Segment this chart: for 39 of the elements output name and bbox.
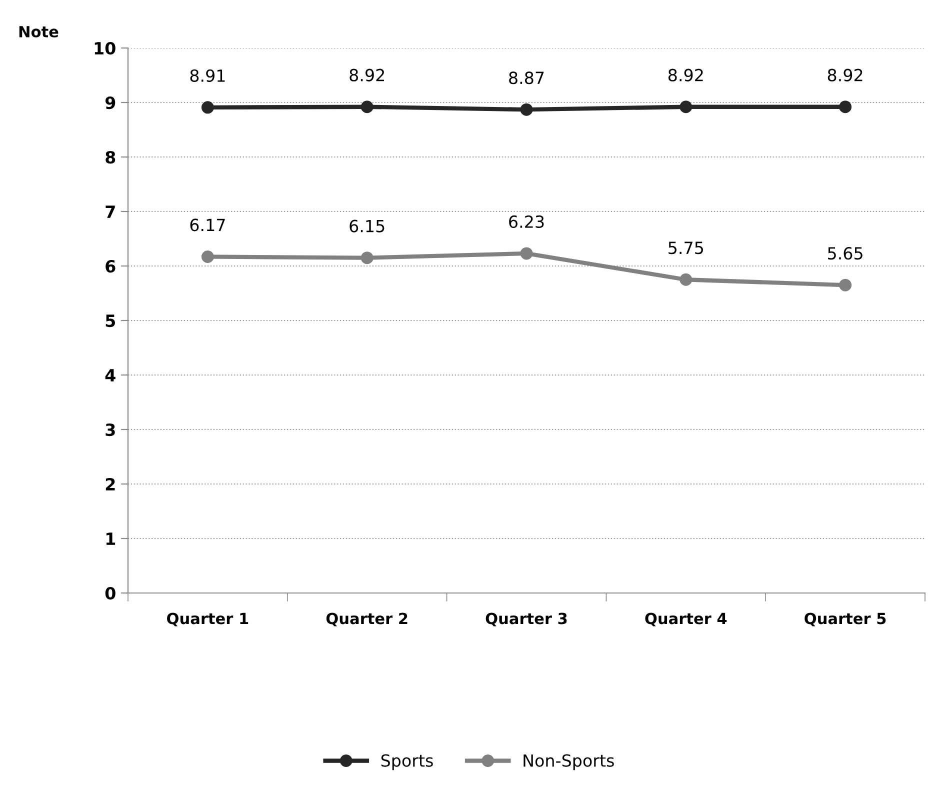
point — [680, 100, 692, 114]
y-tick-label: 9 — [105, 96, 116, 110]
point — [520, 247, 533, 260]
x-tick-label: Quarter 1 — [167, 612, 248, 626]
data-label: 8.87 — [509, 72, 544, 84]
data-label: 5.75 — [668, 242, 703, 254]
y-tick-label: 8 — [106, 150, 116, 164]
point — [201, 101, 214, 114]
data-label: 5.65 — [828, 247, 862, 260]
data-label: 8.91 — [190, 69, 225, 82]
x-tick-label: Quarter 2 — [326, 612, 408, 626]
point — [839, 100, 852, 114]
y-tick-label: 0 — [105, 586, 116, 600]
point — [839, 278, 852, 292]
point — [680, 273, 692, 286]
point — [520, 103, 533, 116]
y-tick-label: 1 — [106, 532, 116, 545]
y-tick-label: 10 — [94, 42, 116, 55]
data-label: 6.15 — [350, 220, 384, 232]
legend-label: Non-Sports — [524, 754, 614, 770]
y-tick-label: 6 — [106, 260, 116, 273]
y-tick-label: 4 — [105, 369, 116, 382]
legend-label: Sports — [381, 754, 433, 770]
data-label: 8.92 — [668, 68, 703, 82]
x-tick-label: Quarter 3 — [486, 612, 567, 626]
point — [360, 252, 374, 264]
point — [360, 100, 374, 114]
y-tick-label: 7 — [106, 206, 115, 218]
data-label: 8.92 — [828, 68, 862, 82]
y-axis-title: Note — [19, 26, 58, 38]
data-label: 6.23 — [509, 215, 544, 228]
point — [201, 250, 214, 263]
y-tick-label: 2 — [106, 478, 115, 490]
y-tick-label: 5 — [106, 314, 116, 328]
y-tick-label: 3 — [106, 423, 115, 436]
x-tick-label: Quarter 4 — [645, 612, 727, 626]
x-tick-label: Quarter 5 — [804, 612, 886, 626]
data-label: 6.17 — [190, 218, 225, 232]
data-label: 8.92 — [350, 68, 384, 82]
